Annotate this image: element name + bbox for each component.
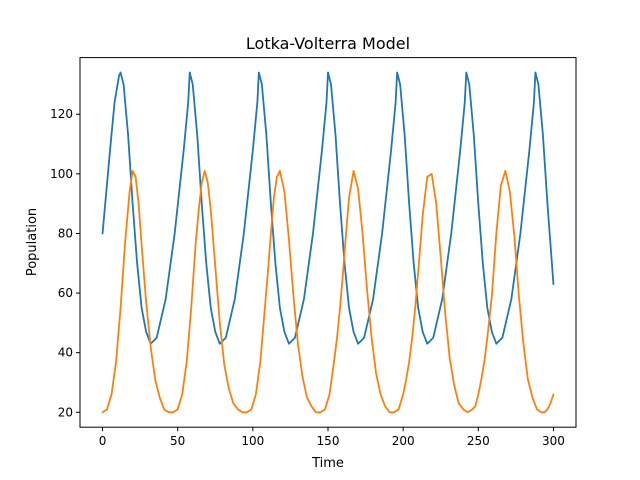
y-tick-label: 100 (50, 167, 73, 181)
x-tick-label: 300 (542, 434, 565, 448)
y-tick-label: 20 (58, 405, 73, 419)
y-tick-label: 80 (58, 226, 73, 240)
x-tick-label: 50 (170, 434, 185, 448)
y-tick-label: 40 (58, 346, 73, 360)
x-tick-label: 200 (392, 434, 415, 448)
chart-title: Lotka-Volterra Model (246, 34, 410, 53)
x-axis-label: Time (311, 456, 344, 471)
series-layer (101, 71, 555, 414)
x-tick-label: 150 (317, 434, 340, 448)
series-line-1 (101, 71, 555, 345)
x-tick-label: 100 (241, 434, 264, 448)
x-tick-label: 250 (467, 434, 490, 448)
y-tick-label: 120 (50, 107, 73, 121)
y-tick-label: 60 (58, 286, 73, 300)
y-axis: 20 40 60 80 100 120 (50, 107, 80, 419)
x-tick-label: 0 (99, 434, 107, 448)
y-axis-label: Population (25, 208, 40, 276)
series-line-2 (101, 169, 555, 414)
x-axis: 0 50 100 150 200 250 300 (99, 427, 565, 448)
